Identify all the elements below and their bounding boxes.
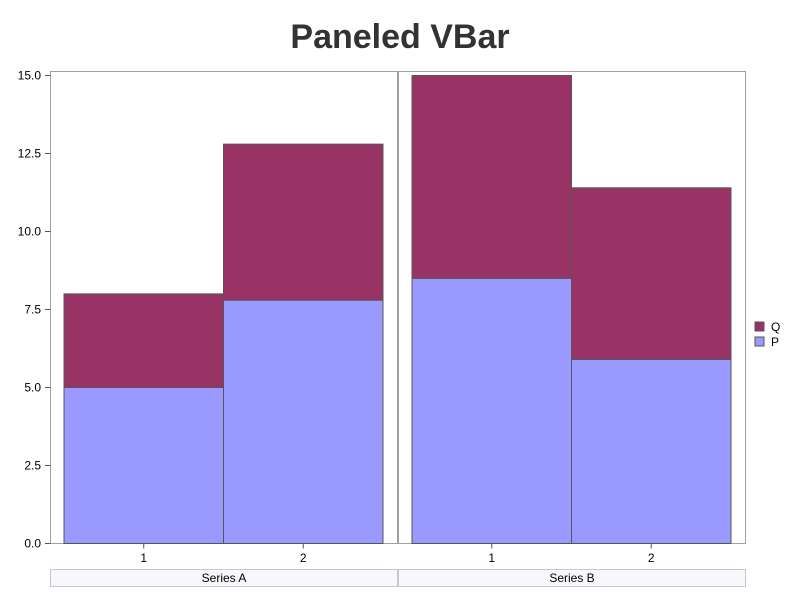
y-tick-label: 7.5 [24, 303, 41, 317]
x-tick-label: 2 [648, 551, 655, 565]
bar-series-a-2-p [223, 299, 384, 545]
y-tick-label: 2.5 [24, 459, 41, 473]
legend-swatch-q [754, 321, 765, 332]
bar-series-b-2-p [571, 358, 732, 545]
y-tick-label: 10.0 [18, 225, 42, 239]
panel-label: Series A [202, 571, 247, 585]
y-tick-label: 12.5 [18, 147, 42, 161]
bar-series-a-1-q [63, 293, 224, 388]
panel-header-strip [50, 569, 398, 587]
panel-label: Series B [549, 571, 594, 585]
bar-series-b-1-q [411, 75, 572, 279]
bar-series-b-2-q [571, 187, 732, 360]
bar-series-a-2-q [223, 143, 384, 301]
x-tick-label: 2 [300, 551, 307, 565]
bar-series-a-1-p [63, 387, 224, 544]
legend-label-q: Q [771, 320, 780, 334]
y-tick-label: 0.0 [24, 537, 41, 551]
y-tick-label: 5.0 [24, 381, 41, 395]
y-tick-label: 15.0 [18, 69, 42, 83]
legend-label-p: P [771, 335, 779, 349]
bar-series-b-1-p [411, 277, 572, 544]
legend-swatch-p [754, 336, 765, 347]
chart-title: Paneled VBar [290, 18, 510, 56]
x-tick-label: 1 [488, 551, 495, 565]
panel-header-strip [398, 569, 746, 587]
x-tick-label: 1 [140, 551, 147, 565]
